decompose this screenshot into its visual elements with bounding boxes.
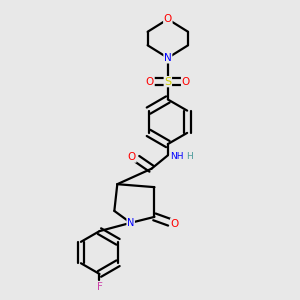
Text: F: F [97,282,102,292]
Text: H: H [186,152,193,161]
Text: N: N [127,218,134,228]
Text: O: O [182,76,190,87]
Text: O: O [170,219,179,229]
Text: NH: NH [171,152,184,161]
Text: O: O [146,76,154,87]
Text: S: S [164,76,171,87]
Text: O: O [164,14,172,24]
Text: N: N [164,53,172,63]
Text: O: O [128,152,136,162]
